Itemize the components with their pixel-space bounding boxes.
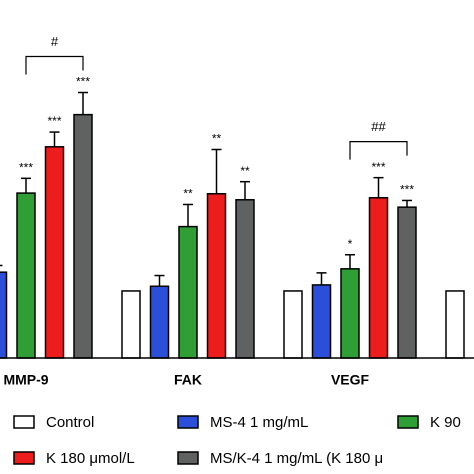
significance-label: *** bbox=[19, 161, 33, 175]
legend-swatch bbox=[13, 451, 35, 465]
legend-swatch bbox=[177, 415, 199, 429]
bar bbox=[368, 197, 389, 359]
significance-label: *** bbox=[371, 160, 385, 174]
legend-label: MS/K-4 1 mg/mL (K 180 μ bbox=[210, 450, 383, 467]
x-tick-label: MMP-9 bbox=[3, 372, 48, 388]
x-tick-label: VEGF bbox=[331, 372, 370, 388]
significance-label: * bbox=[348, 237, 353, 251]
significance-label: ** bbox=[183, 187, 193, 201]
significance-label: ** bbox=[212, 132, 222, 146]
bar bbox=[340, 268, 360, 359]
legend-label: K 180 μmol/L bbox=[46, 450, 135, 467]
legend-swatch bbox=[177, 451, 199, 465]
significance-label: *** bbox=[400, 183, 414, 197]
bar bbox=[149, 285, 170, 359]
bracket bbox=[349, 141, 408, 160]
bracket bbox=[25, 55, 84, 75]
bar bbox=[445, 290, 465, 359]
bar bbox=[44, 146, 65, 359]
bar bbox=[235, 199, 255, 359]
bracket-label: # bbox=[51, 34, 59, 49]
bar bbox=[73, 113, 93, 359]
bar bbox=[0, 271, 8, 359]
significance-label: *** bbox=[76, 75, 90, 89]
bar bbox=[121, 290, 141, 359]
bar bbox=[206, 192, 227, 359]
legend-label: K 90 bbox=[430, 414, 461, 431]
bar bbox=[16, 192, 36, 359]
bar bbox=[283, 290, 303, 359]
bar bbox=[311, 284, 332, 359]
significance-label: *** bbox=[47, 114, 61, 128]
legend-swatch bbox=[397, 415, 419, 429]
legend-label: MS-4 1 mg/mL bbox=[210, 414, 308, 431]
x-tick-label: FAK bbox=[174, 372, 202, 388]
bracket-label: ## bbox=[371, 119, 386, 134]
legend-label: Control bbox=[46, 414, 94, 431]
significance-label: ** bbox=[240, 164, 250, 178]
legend-swatch bbox=[13, 415, 35, 429]
bar bbox=[397, 206, 417, 359]
bar bbox=[178, 225, 198, 359]
